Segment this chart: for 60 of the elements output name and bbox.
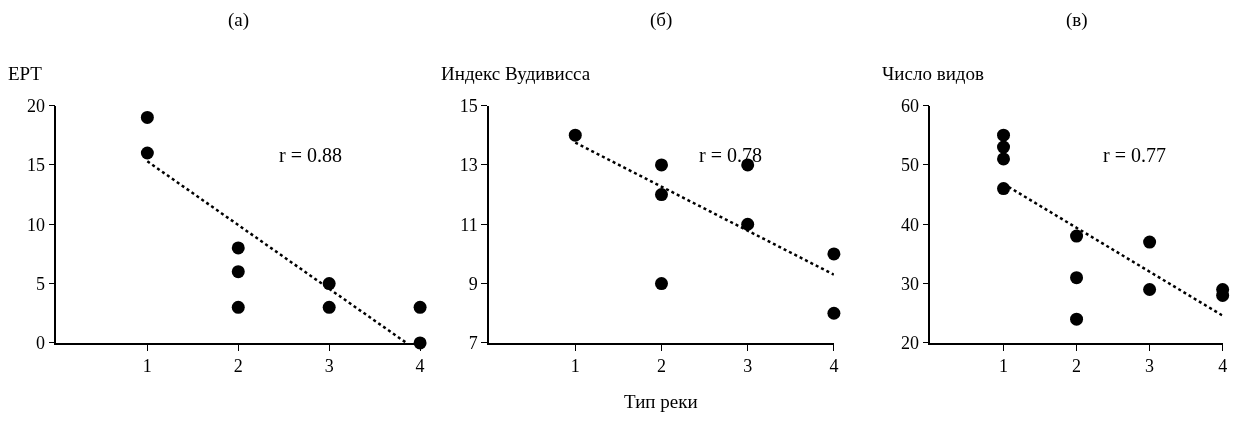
x-tick-label: 4 (415, 356, 425, 377)
point (827, 306, 841, 320)
point (1070, 271, 1084, 285)
point (655, 277, 668, 291)
point (1143, 235, 1157, 249)
y-tick-label: 7 (468, 333, 478, 354)
x-tick-label: 2 (1072, 356, 1082, 377)
y-tick-label: 20 (27, 95, 46, 116)
chart-title: (б) (650, 9, 673, 31)
x-tick-label: 1 (570, 356, 580, 377)
x-tick-label: 3 (324, 356, 334, 377)
y-tick-label: 15 (459, 95, 478, 116)
point (231, 265, 245, 279)
x-tick-label: 2 (233, 356, 243, 377)
point (741, 217, 755, 231)
y-axis-title: Число видов (882, 63, 984, 84)
y-tick-label: 50 (901, 155, 920, 176)
annotation: r = 0.88 (279, 144, 342, 166)
x-tick-label: 3 (1145, 356, 1155, 377)
point (231, 241, 245, 255)
y-tick-label: 9 (468, 273, 478, 294)
annotation: r = 0.78 (699, 144, 762, 166)
point (231, 300, 245, 314)
y-tick-label: 10 (27, 214, 46, 235)
x-tick-label: 3 (743, 356, 753, 377)
y-tick-label: 60 (901, 95, 920, 116)
point (1070, 229, 1084, 243)
chart-title: (в) (1066, 9, 1088, 31)
point (997, 182, 1011, 196)
x-tick-label: 4 (829, 356, 839, 377)
x-tick-label: 1 (142, 356, 152, 377)
chart-title: (a) (228, 9, 250, 31)
y-tick-label: 20 (901, 333, 920, 354)
y-tick-label: 11 (460, 214, 478, 235)
point (827, 247, 841, 261)
point (655, 158, 668, 172)
x-tick-label: 2 (656, 356, 666, 377)
point (1070, 312, 1084, 326)
y-tick-label: 13 (459, 155, 478, 176)
point (997, 152, 1011, 166)
y-axis-title: EPT (8, 63, 43, 84)
x-axis-title: Тип реки (624, 391, 698, 412)
x-tick-label: 4 (1218, 356, 1228, 377)
y-tick-label: 40 (901, 214, 920, 235)
point (655, 188, 668, 202)
point (997, 140, 1011, 154)
point (140, 110, 154, 124)
point (1143, 283, 1157, 296)
annotation: r = 0.77 (1103, 144, 1166, 166)
y-tick-label: 5 (36, 273, 46, 294)
point (568, 128, 582, 142)
y-axis-title: Индекс Вудивисса (441, 63, 591, 84)
y-tick-label: 30 (901, 273, 920, 294)
point (140, 146, 154, 160)
point (322, 300, 336, 314)
y-tick-label: 0 (36, 333, 46, 354)
point (413, 300, 427, 314)
y-tick-label: 15 (27, 155, 46, 176)
x-tick-label: 1 (999, 356, 1009, 377)
point (997, 128, 1011, 142)
